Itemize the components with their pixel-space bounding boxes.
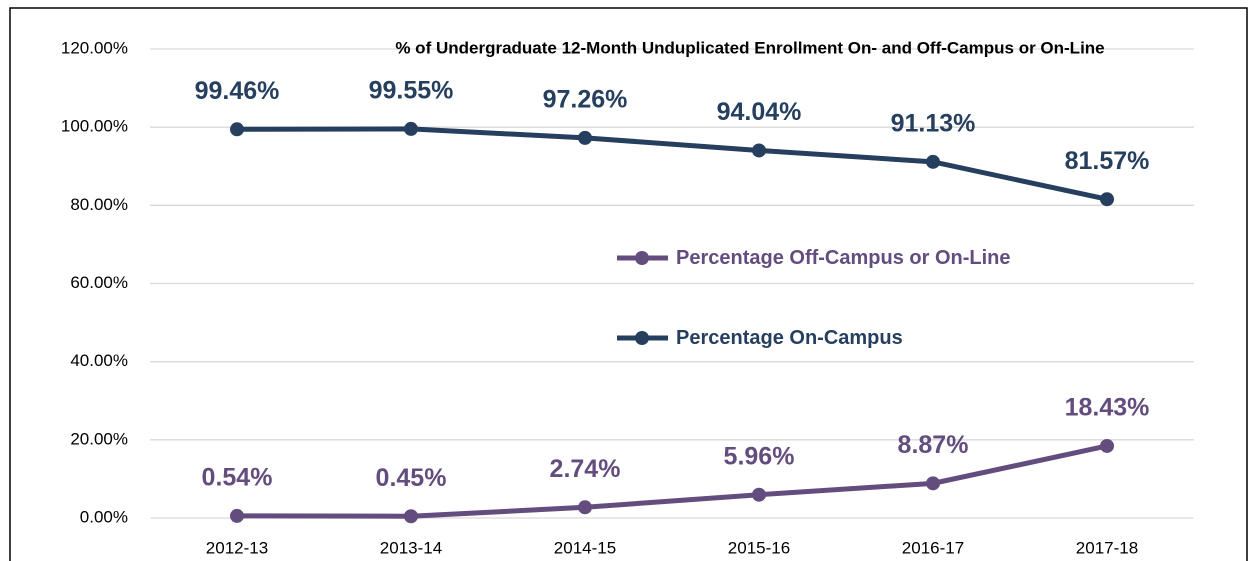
data-point [752, 143, 766, 158]
data-label: 8.87% [898, 431, 969, 459]
y-tick-label: 0.00% [80, 507, 128, 526]
data-label: 0.45% [376, 464, 447, 492]
data-label: 97.26% [543, 85, 628, 113]
x-tick-label: 2017-18 [1076, 538, 1138, 557]
data-point [1100, 438, 1114, 453]
legend-marker [635, 251, 649, 265]
legend-label: Percentage Off-Campus or On-Line [676, 247, 1011, 269]
x-tick-label: 2013-14 [380, 538, 442, 557]
x-tick-label: 2014-15 [554, 538, 616, 557]
data-label: 18.43% [1065, 394, 1150, 422]
x-tick-label: 2016-17 [902, 538, 964, 557]
data-label: 94.04% [717, 98, 802, 126]
series-line [236, 126, 1108, 202]
data-point [926, 476, 940, 491]
x-tick-label: 2015-16 [728, 538, 790, 557]
data-point [1100, 192, 1114, 207]
data-label: 91.13% [891, 109, 976, 137]
data-point [404, 121, 418, 136]
data-point [926, 154, 940, 169]
data-point [230, 122, 244, 137]
data-point [752, 487, 766, 502]
y-tick-label: 20.00% [70, 429, 128, 448]
chart-title: % of Undergraduate 12-Month Unduplicated… [395, 38, 1104, 57]
data-label: 0.54% [202, 463, 273, 491]
data-label: 99.55% [369, 77, 454, 105]
data-point [230, 508, 244, 523]
data-label: 81.57% [1065, 147, 1150, 175]
y-tick-label: 60.00% [70, 273, 128, 292]
series-line [236, 443, 1108, 519]
legend-marker [635, 331, 649, 345]
x-tick-label: 2012-13 [206, 538, 268, 557]
y-tick-label: 80.00% [70, 195, 128, 214]
data-label: 5.96% [724, 442, 795, 470]
y-tick-label: 120.00% [61, 38, 128, 57]
data-point [578, 130, 592, 145]
data-point [578, 500, 592, 515]
y-tick-label: 40.00% [70, 351, 128, 370]
legend-label: Percentage On-Campus [676, 327, 903, 349]
data-label: 99.46% [195, 77, 280, 105]
data-label: 2.74% [550, 455, 621, 483]
frame [9, 7, 1248, 561]
y-tick-label: 100.00% [61, 117, 128, 136]
data-point [404, 509, 418, 524]
